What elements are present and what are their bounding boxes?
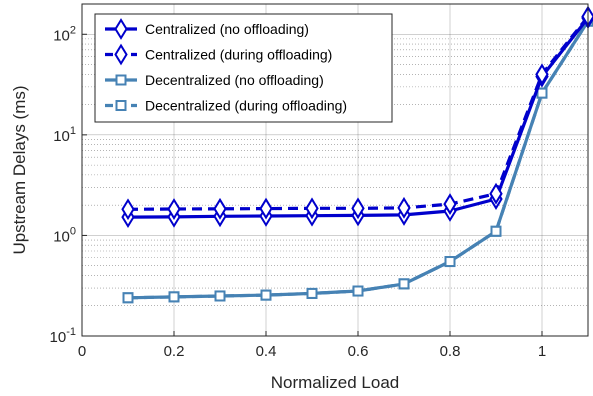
- data-point: [489, 182, 503, 205]
- legend-marker: [114, 43, 128, 66]
- data-point: [535, 63, 549, 86]
- series-1: [121, 5, 593, 221]
- data-point: [168, 291, 180, 303]
- x-tick-label: 0.4: [256, 343, 277, 360]
- y-tick-label: 102: [53, 24, 76, 44]
- tick-labels: 0 0.2 0.4 0.6 0.8 1 10-1 100 101 102: [50, 24, 547, 360]
- legend-label: Centralized (during offloading): [145, 47, 332, 63]
- data-point: [305, 197, 319, 220]
- x-tick-label: 1: [538, 343, 546, 360]
- y-axis-title: Upstream Delays (ms): [10, 85, 29, 254]
- data-point: [351, 197, 365, 220]
- legend-label: Decentralized (no offloading): [145, 72, 324, 88]
- legend-label: Decentralized (during offloading): [145, 98, 347, 114]
- data-point: [352, 285, 364, 297]
- data-point: [121, 198, 135, 221]
- x-axis-title: Normalized Load: [271, 373, 400, 392]
- data-point: [122, 292, 134, 304]
- data-point: [260, 289, 272, 301]
- data-point: [443, 193, 457, 215]
- y-tick-label: 100: [53, 225, 76, 245]
- legend-box: [94, 13, 393, 123]
- legend-marker: [114, 18, 128, 40]
- x-tick-label: 0.8: [440, 343, 461, 360]
- y-tick-label: 10-1: [50, 326, 76, 346]
- x-tick-label: 0.6: [348, 343, 369, 360]
- data-point: [213, 197, 227, 220]
- data-point: [214, 290, 226, 302]
- data-point: [306, 287, 318, 299]
- x-tick-label: 0.2: [164, 343, 185, 360]
- y-tick-label: 101: [53, 125, 76, 145]
- legend-marker: [115, 100, 127, 111]
- legend-marker: [115, 74, 127, 86]
- data-point: [398, 278, 410, 290]
- x-tick-label: 0: [78, 343, 86, 360]
- data-point: [444, 256, 456, 268]
- data-point: [167, 198, 181, 220]
- data-point: [490, 225, 502, 237]
- data-point: [536, 87, 548, 99]
- data-point: [397, 196, 411, 219]
- plot-frame: [81, 3, 589, 337]
- legend-label: Centralized (no offloading): [145, 21, 309, 37]
- data-point: [259, 197, 273, 220]
- legend: Centralized (no offloading) Centralized (…: [94, 13, 393, 123]
